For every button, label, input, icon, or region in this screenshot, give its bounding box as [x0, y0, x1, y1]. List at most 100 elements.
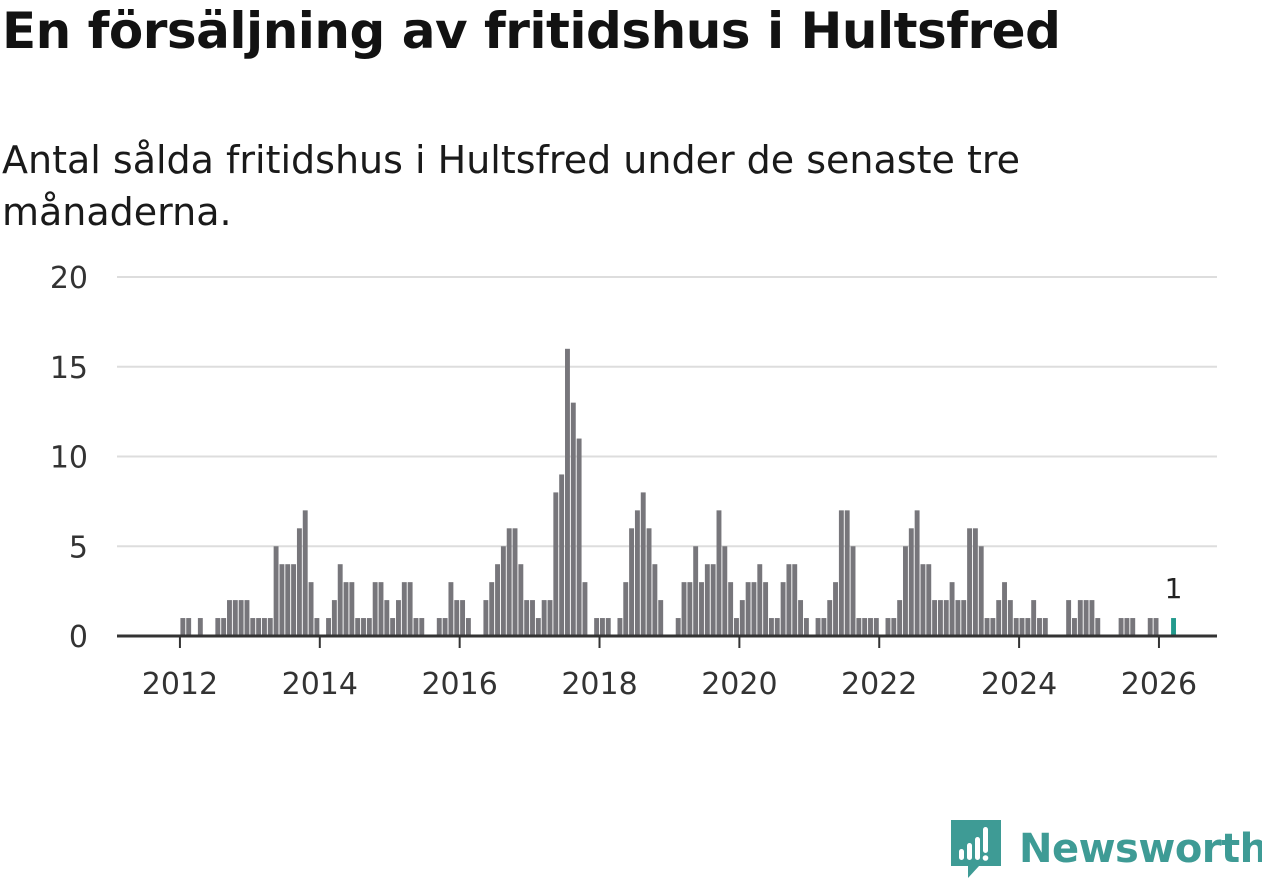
bar	[460, 600, 466, 636]
bar	[920, 564, 926, 636]
bar	[640, 492, 646, 636]
x-tick-label: 2026	[1121, 667, 1197, 702]
bar	[1153, 618, 1159, 636]
bar	[734, 618, 739, 636]
bar	[903, 546, 908, 636]
bar	[1031, 600, 1037, 636]
bar	[535, 618, 541, 636]
bar	[1002, 582, 1007, 636]
bar	[553, 492, 559, 636]
bar	[291, 564, 297, 636]
bar	[407, 582, 413, 636]
bar	[704, 564, 710, 636]
bar	[261, 618, 267, 636]
bar	[465, 618, 471, 636]
x-tick-label: 2024	[981, 667, 1057, 702]
bar	[506, 528, 512, 636]
bar	[873, 618, 879, 636]
bar	[1077, 600, 1083, 636]
bar	[897, 600, 903, 636]
bar	[862, 618, 868, 636]
bar	[792, 564, 798, 636]
bar	[232, 600, 238, 636]
bar	[972, 528, 978, 636]
highlight-value-label: 1	[1165, 572, 1183, 605]
bar	[215, 618, 221, 636]
y-tick-label: 20	[50, 261, 88, 296]
bar	[524, 600, 530, 636]
bar	[559, 474, 565, 636]
bar	[1019, 618, 1025, 636]
bar	[757, 564, 763, 636]
bar	[833, 582, 838, 636]
bar	[850, 546, 856, 636]
bar	[337, 564, 343, 636]
bar	[489, 582, 495, 636]
y-tick-label: 0	[69, 620, 88, 655]
bar	[227, 600, 232, 636]
bar	[1042, 618, 1048, 636]
bar	[885, 618, 891, 636]
bar	[961, 600, 967, 636]
bar	[366, 618, 372, 636]
bar	[396, 600, 401, 636]
bar	[658, 600, 664, 636]
y-tick-label: 15	[50, 351, 88, 386]
bar	[681, 582, 687, 636]
bar	[763, 582, 769, 636]
bar	[1147, 618, 1153, 636]
bar	[891, 618, 897, 636]
bar	[401, 582, 407, 636]
bar	[221, 618, 227, 636]
bar	[541, 600, 547, 636]
bar	[844, 510, 850, 636]
bar	[943, 600, 949, 636]
bar	[716, 510, 722, 636]
bar	[279, 564, 285, 636]
bar	[570, 402, 576, 636]
bar	[675, 618, 681, 636]
chart-title: En försäljning av fritidshus i Hultsfred	[2, 2, 1061, 60]
bar	[518, 564, 524, 636]
bar	[372, 582, 378, 636]
y-tick-label: 5	[69, 530, 88, 565]
bar	[483, 600, 489, 636]
bar	[296, 528, 302, 636]
bar	[967, 528, 973, 636]
x-tick-label: 2020	[701, 667, 777, 702]
bar	[984, 618, 990, 636]
bar	[908, 528, 914, 636]
bar	[751, 582, 757, 636]
bar	[1124, 618, 1130, 636]
bar	[617, 618, 623, 636]
bar	[605, 618, 611, 636]
bar	[197, 618, 203, 636]
bar	[774, 618, 780, 636]
bar	[745, 582, 751, 636]
bar	[699, 582, 704, 636]
bar	[512, 528, 518, 636]
bar	[780, 582, 786, 636]
bar	[1083, 600, 1089, 636]
bar	[565, 348, 570, 636]
bar	[1130, 618, 1136, 636]
bar	[495, 564, 500, 636]
bar	[978, 546, 984, 636]
bar	[378, 582, 384, 636]
bar	[1118, 618, 1124, 636]
bar	[442, 618, 448, 636]
bar	[547, 600, 553, 636]
bar-highlighted	[1171, 618, 1176, 636]
x-tick-label: 2014	[282, 667, 358, 702]
bar	[413, 618, 419, 636]
bar	[798, 600, 804, 636]
bar	[238, 600, 244, 636]
bar	[1007, 600, 1013, 636]
bar	[634, 510, 640, 636]
bar	[576, 438, 582, 636]
bar	[710, 564, 716, 636]
brand-name: Newsworthy	[1019, 826, 1262, 872]
x-tick-label: 2022	[841, 667, 917, 702]
bar	[1095, 618, 1101, 636]
